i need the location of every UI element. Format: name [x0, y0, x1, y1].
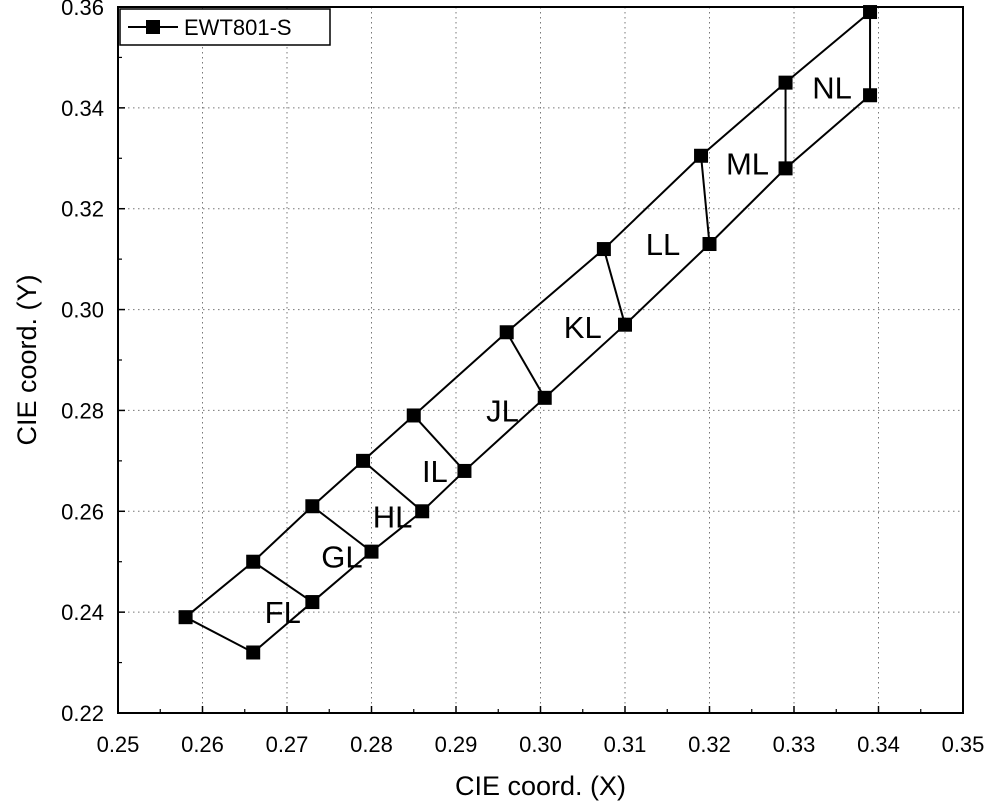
grid-lines [118, 7, 963, 713]
axis-ticks: 0.25 0.26 0.27 0.28 0.29 0.30 0.31 0.32 0.33 0.34… [61, 0, 984, 757]
data-point [778, 161, 793, 176]
region-label: JL [486, 393, 519, 428]
legend: EWT801-S [119, 8, 331, 46]
data-point [596, 242, 611, 257]
region-label: ML [726, 146, 769, 181]
x-tick-label: 0.31 [604, 732, 647, 757]
data-point [702, 237, 717, 252]
data-point [457, 463, 472, 478]
x-tick-label: 0.28 [350, 732, 393, 757]
y-tick-label: 0.26 [61, 499, 104, 524]
data-point [364, 544, 379, 559]
x-tick-label: 0.35 [942, 732, 985, 757]
data-point [246, 645, 261, 660]
region-label: NL [812, 71, 852, 106]
x-axis-label: CIE coord. (X) [455, 771, 626, 801]
series-segment [362, 460, 423, 513]
legend-marker [146, 20, 160, 34]
data-point [178, 610, 193, 625]
region-annotations: FL GL HL IL JL KL LL ML NL [265, 71, 852, 630]
data-point [537, 390, 552, 405]
x-tick-label: 0.34 [857, 732, 900, 757]
data-point [618, 317, 632, 332]
region-label: LL [646, 227, 680, 262]
x-tick-label: 0.29 [435, 732, 478, 757]
legend-label: EWT801-S [184, 15, 292, 40]
series-segment [184, 11, 871, 618]
data-point [246, 554, 261, 569]
region-label: FL [265, 595, 301, 630]
series-segment [311, 505, 373, 553]
region-label: GL [321, 540, 362, 575]
y-tick-label: 0.32 [61, 197, 104, 222]
y-tick-label: 0.24 [61, 600, 104, 625]
data-point [863, 5, 878, 20]
data-point [305, 595, 320, 610]
y-tick-label: 0.36 [61, 0, 104, 20]
data-point [863, 88, 878, 103]
y-axis-label: CIE coord. (Y) [12, 274, 42, 445]
x-tick-label: 0.33 [773, 732, 816, 757]
data-point [305, 499, 320, 514]
series-markers [178, 5, 878, 660]
x-tick-label: 0.26 [181, 732, 224, 757]
data-point [694, 148, 709, 163]
data-point [499, 325, 514, 340]
x-tick-label: 0.32 [688, 732, 731, 757]
series-segment [505, 331, 546, 399]
series-segment [602, 248, 626, 325]
x-tick-label: 0.27 [266, 732, 309, 757]
y-tick-label: 0.28 [61, 398, 104, 423]
x-tick-label: 0.30 [519, 732, 562, 757]
x-tick-label: 0.25 [97, 732, 140, 757]
y-tick-label: 0.34 [61, 96, 104, 121]
region-label: KL [564, 310, 602, 345]
region-label: IL [422, 454, 448, 489]
series-segment [413, 414, 466, 472]
data-point [778, 75, 793, 90]
data-point [415, 504, 430, 519]
series-segment [700, 155, 711, 245]
y-tick-label: 0.30 [61, 298, 104, 323]
series-segment [252, 560, 313, 603]
y-tick-label: 0.22 [61, 701, 104, 726]
data-point [406, 408, 421, 423]
region-label: HL [373, 499, 413, 534]
data-point [356, 453, 371, 468]
